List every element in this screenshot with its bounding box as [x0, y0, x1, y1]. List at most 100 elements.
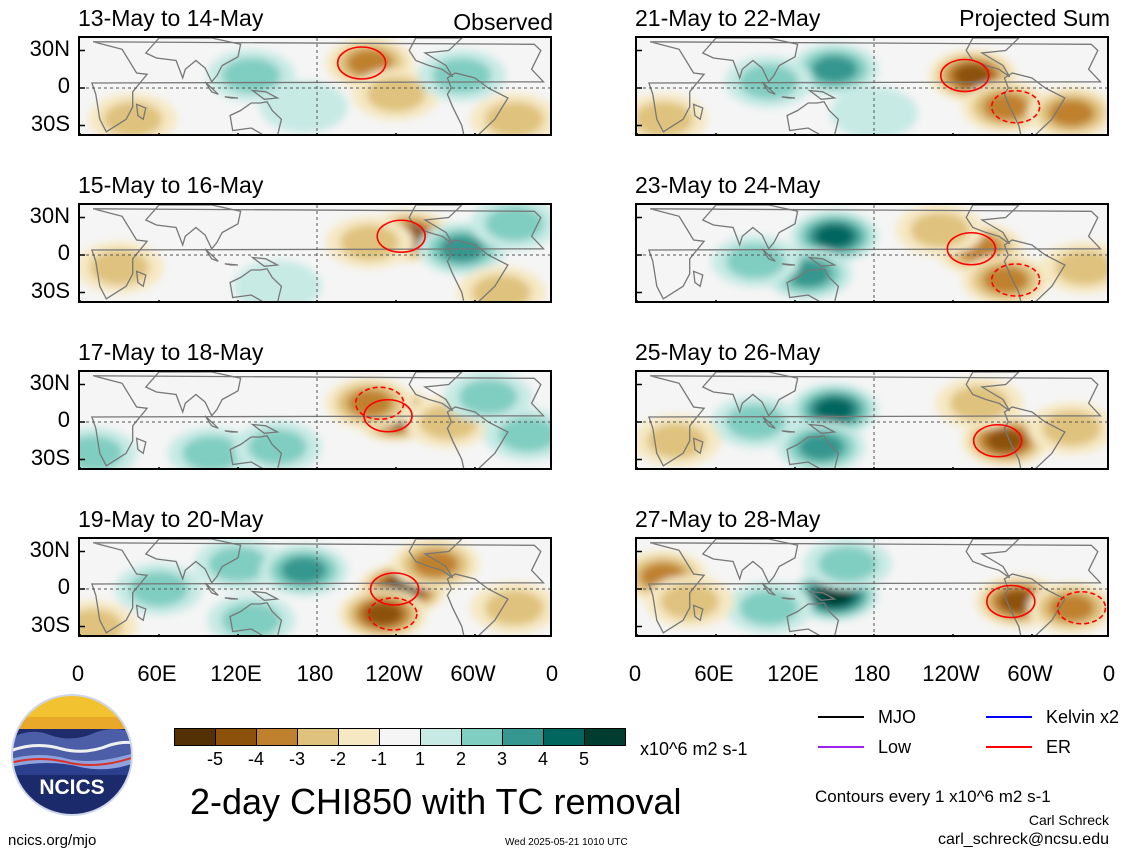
coastline [701, 38, 799, 83]
coastline [229, 434, 283, 468]
chi-anomaly-blob [953, 63, 992, 88]
coastline [692, 604, 704, 622]
email[interactable]: carl_schreck@ncsu.edu [938, 831, 1109, 848]
coastline [1003, 406, 1066, 468]
chi-anomaly-blob [182, 435, 242, 468]
map-panel [78, 203, 552, 303]
chi-anomaly-blob [221, 57, 281, 94]
coastline [965, 205, 1020, 245]
coastline [692, 270, 704, 288]
coastline [90, 208, 546, 300]
er-contour [363, 398, 413, 433]
chi-anomaly-blob [458, 379, 518, 415]
observed-label: Observed [453, 9, 553, 35]
colorbar-tick-label: 4 [537, 749, 549, 769]
coastline [965, 372, 1020, 412]
chi-anomaly-blob [910, 212, 970, 248]
chi-anomaly-blob [366, 76, 426, 112]
chi-anomaly-blob [274, 89, 334, 125]
map-panel [78, 370, 552, 470]
coastline [250, 423, 280, 434]
legend-label: ER [1046, 737, 1072, 757]
chi-anomaly-blob [1042, 410, 1101, 446]
coastline [807, 423, 837, 434]
coastline [807, 89, 837, 100]
x-tick-label: 120E [767, 661, 819, 686]
main-title: 2-day CHI850 with TC removal [190, 781, 682, 822]
colorbar-swatch [461, 728, 503, 746]
legend-label: Low [878, 737, 912, 757]
coastline [229, 100, 283, 134]
chi-anomaly-blob [986, 429, 1025, 453]
coastline [786, 434, 840, 468]
author: Carl Schreck [1028, 812, 1109, 828]
coastline [647, 208, 1103, 300]
y-tick-label: 30S [30, 277, 70, 303]
y-tick-label: 0 [57, 407, 70, 432]
colorbar-swatch [420, 728, 462, 746]
x-tick-label: 0 [545, 661, 559, 686]
panel-title: 25-May to 26-May [635, 339, 821, 365]
chi-anomaly-blob [485, 101, 544, 134]
chi-anomaly-blob [90, 249, 149, 286]
chi-anomaly-blob [811, 55, 858, 84]
x-tick-label: 120E [210, 661, 262, 686]
chi-anomaly-blob [280, 556, 327, 585]
x-tick-label: 0 [71, 661, 85, 686]
legend-line [818, 716, 864, 718]
coastline [965, 539, 1020, 579]
x-tick-label: 60W [450, 661, 496, 686]
coastline [408, 539, 463, 579]
timestamp: Wed 2025-05-21 1010 UTC [505, 837, 628, 848]
chi-anomaly-blob [412, 550, 459, 578]
colorbar-swatch [338, 728, 380, 746]
coastline [250, 256, 280, 267]
colorbar-units: x10^6 m2 s-1 [640, 739, 748, 759]
panel-title: 21-May to 22-May [635, 5, 821, 31]
x-tick-label: 0 [628, 661, 642, 686]
er-contour [1056, 590, 1107, 625]
x-tick-label: 60E [694, 661, 734, 686]
coastline [965, 38, 1020, 78]
coastline [204, 81, 219, 95]
chi-anomaly-blob [1048, 593, 1095, 622]
y-tick-label: 30S [30, 444, 70, 470]
chi-anomaly-blob [103, 101, 163, 134]
chi-anomaly-blob [80, 435, 123, 468]
legend-label: MJO [878, 707, 916, 727]
legend-line [986, 746, 1032, 748]
coastline [786, 100, 840, 134]
coastline [786, 267, 840, 301]
colorbar-swatch [297, 728, 339, 746]
y-tick-label: 0 [57, 574, 70, 599]
colorbar-swatch [502, 728, 544, 746]
legend-line [818, 746, 864, 748]
coastline [761, 248, 776, 262]
er-contour [354, 386, 405, 421]
coastline [647, 41, 1103, 133]
map-panel [635, 370, 1109, 470]
chi-anomaly-blob [637, 101, 693, 134]
website-link[interactable]: ncics.org/mjo [8, 832, 97, 849]
coastline [692, 437, 704, 455]
legend-label: Kelvin x2 [1046, 707, 1120, 727]
coastline [204, 582, 219, 596]
chi-anomaly-blob [498, 416, 550, 453]
colorbar-swatch [379, 728, 421, 746]
coastline [224, 263, 239, 266]
coastline [781, 263, 796, 266]
coastline [144, 205, 242, 250]
coastline [701, 372, 799, 417]
y-tick-label: 30S [30, 611, 70, 637]
coastline [761, 582, 776, 596]
colorbar-tick-label: 2 [455, 749, 467, 769]
coastline [446, 406, 509, 468]
projected-sum-label: Projected Sum [959, 5, 1110, 31]
coastline [807, 590, 837, 601]
colorbar-swatch [174, 728, 216, 746]
coastline [807, 256, 837, 267]
coastline [786, 601, 840, 635]
coastline [144, 372, 242, 417]
coastline [1003, 72, 1066, 134]
coastline [781, 597, 796, 600]
